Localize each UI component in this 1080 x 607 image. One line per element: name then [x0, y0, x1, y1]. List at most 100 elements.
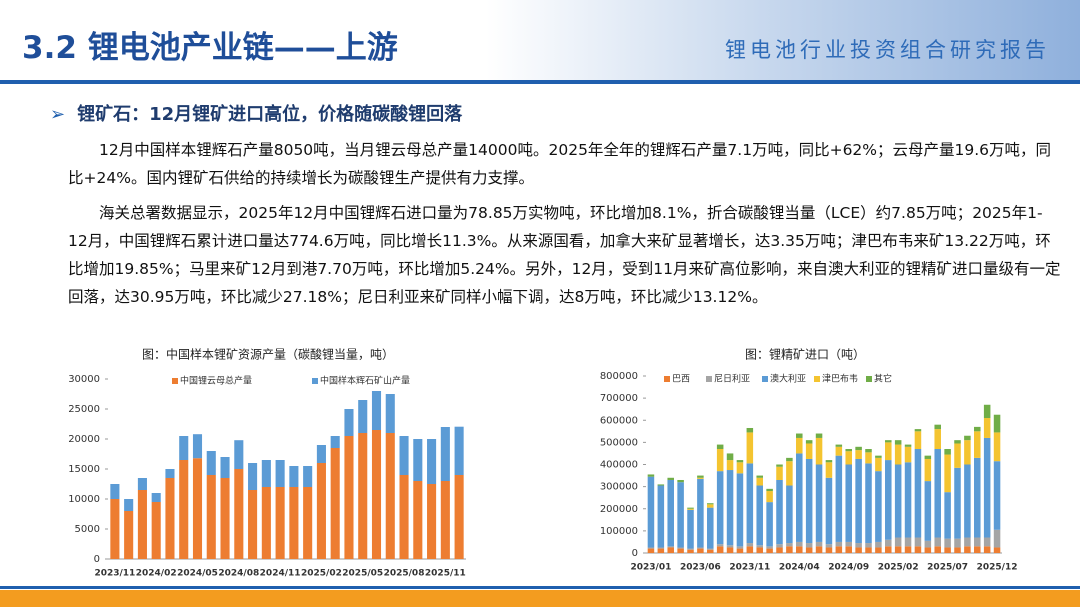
bar-segment — [427, 484, 437, 559]
bar-segment — [677, 482, 684, 548]
bar-segment — [736, 548, 744, 553]
bar-segment — [845, 451, 852, 465]
bar-segment — [983, 537, 991, 547]
bar-segment — [875, 457, 882, 472]
bar-segment — [707, 549, 714, 553]
bar-segment — [855, 450, 862, 459]
bar-segment — [766, 502, 773, 547]
x-tick-label: 2024/04 — [779, 563, 820, 573]
bar-segment — [964, 537, 971, 547]
bar-segment — [786, 543, 793, 547]
x-tick-label: 2023/01 — [631, 563, 672, 573]
bar-segment — [677, 548, 684, 553]
bar-segment — [746, 432, 754, 464]
y-tick-label: 20000 — [68, 434, 100, 445]
bar-segment — [885, 442, 892, 461]
bar-segment — [427, 439, 437, 484]
y-tick-label: 100000 — [600, 526, 638, 537]
x-tick-label: 2024/05 — [177, 569, 218, 579]
bar-segment — [192, 458, 203, 559]
bar-segment — [993, 414, 1001, 433]
bar-segment — [835, 446, 843, 456]
bar-segment — [275, 460, 285, 487]
bar-segment — [303, 487, 313, 559]
bar-segment — [399, 475, 409, 559]
bar-segment — [344, 409, 354, 436]
bar-segment — [825, 462, 833, 478]
bar-segment — [179, 436, 189, 460]
bar-segment — [904, 446, 912, 463]
bar-segment — [707, 507, 714, 549]
bar-segment — [865, 547, 872, 553]
bar-segment — [110, 484, 120, 499]
bar-segment — [726, 453, 734, 461]
bar-segment — [805, 543, 813, 548]
bar-segment — [786, 461, 793, 486]
legend-label: 中国锂云母总产量 — [180, 375, 252, 387]
bar-segment — [667, 479, 674, 547]
x-tick-label: 2023/06 — [680, 563, 721, 573]
bar-segment — [746, 546, 754, 553]
x-tick-label: 2025/11 — [425, 569, 466, 579]
legend-label: 尼日利亚 — [714, 373, 750, 385]
bar-segment — [726, 545, 734, 548]
bar-segment — [825, 460, 833, 463]
bar-segment — [964, 435, 971, 441]
bar-segment — [924, 455, 932, 459]
bar-segment — [964, 440, 971, 465]
bar-segment — [914, 546, 922, 553]
bar-segment — [124, 499, 134, 511]
bar-segment — [776, 547, 783, 553]
bar-segment — [358, 400, 368, 433]
bar-segment — [746, 427, 754, 433]
bar-segment — [440, 481, 450, 559]
bar-segment — [657, 484, 665, 486]
legend-swatch — [664, 376, 670, 382]
bar-segment — [875, 471, 882, 542]
bar-segment — [746, 463, 754, 544]
bar-segment — [697, 475, 704, 478]
header-line — [0, 80, 1080, 84]
bar-segment — [358, 433, 368, 559]
bar-segment — [413, 439, 423, 481]
legend-swatch — [312, 378, 318, 384]
paragraph: 12月中国样本锂辉石产量8050吨，当月锂云母总产量14000吨。2025年全年… — [68, 141, 1052, 187]
bar-segment — [796, 453, 803, 542]
legend-label: 澳大利亚 — [770, 373, 806, 385]
bar-segment — [766, 488, 773, 492]
bar-segment — [716, 471, 724, 545]
legend-swatch — [814, 376, 820, 382]
bar-segment — [885, 546, 892, 553]
bar-segment — [766, 548, 773, 553]
y-tick-label: 600000 — [600, 415, 638, 426]
bar-segment — [179, 460, 189, 559]
bar-segment — [954, 440, 961, 444]
bar-segment — [776, 544, 783, 548]
bar-segment — [944, 454, 951, 493]
bar-segment — [983, 418, 991, 438]
bar-segment — [805, 440, 813, 444]
bar-segment — [805, 443, 813, 459]
bar-segment — [875, 455, 882, 458]
bar-segment — [796, 437, 803, 454]
bar-segment — [165, 478, 175, 559]
bar-segment — [993, 432, 1001, 462]
bar-segment — [687, 548, 694, 550]
legend-label: 其它 — [874, 373, 892, 385]
x-tick-label: 2024/02 — [136, 569, 177, 579]
page-title: 3.2 锂电池产业链——上游 — [22, 30, 398, 66]
y-tick-label: 700000 — [600, 393, 638, 404]
bar-segment — [776, 479, 783, 545]
bar-segment — [934, 449, 941, 538]
bar-segment — [206, 451, 216, 475]
bar-segment — [289, 487, 299, 559]
bar-segment — [914, 431, 922, 450]
bar-segment — [924, 481, 932, 541]
bar-segment — [845, 449, 852, 452]
bar-segment — [687, 549, 694, 553]
bar-segment — [385, 394, 395, 433]
bar-segment — [815, 433, 823, 438]
bar-segment — [192, 434, 203, 459]
x-tick-label: 2025/07 — [927, 563, 968, 573]
bar-segment — [220, 457, 230, 478]
